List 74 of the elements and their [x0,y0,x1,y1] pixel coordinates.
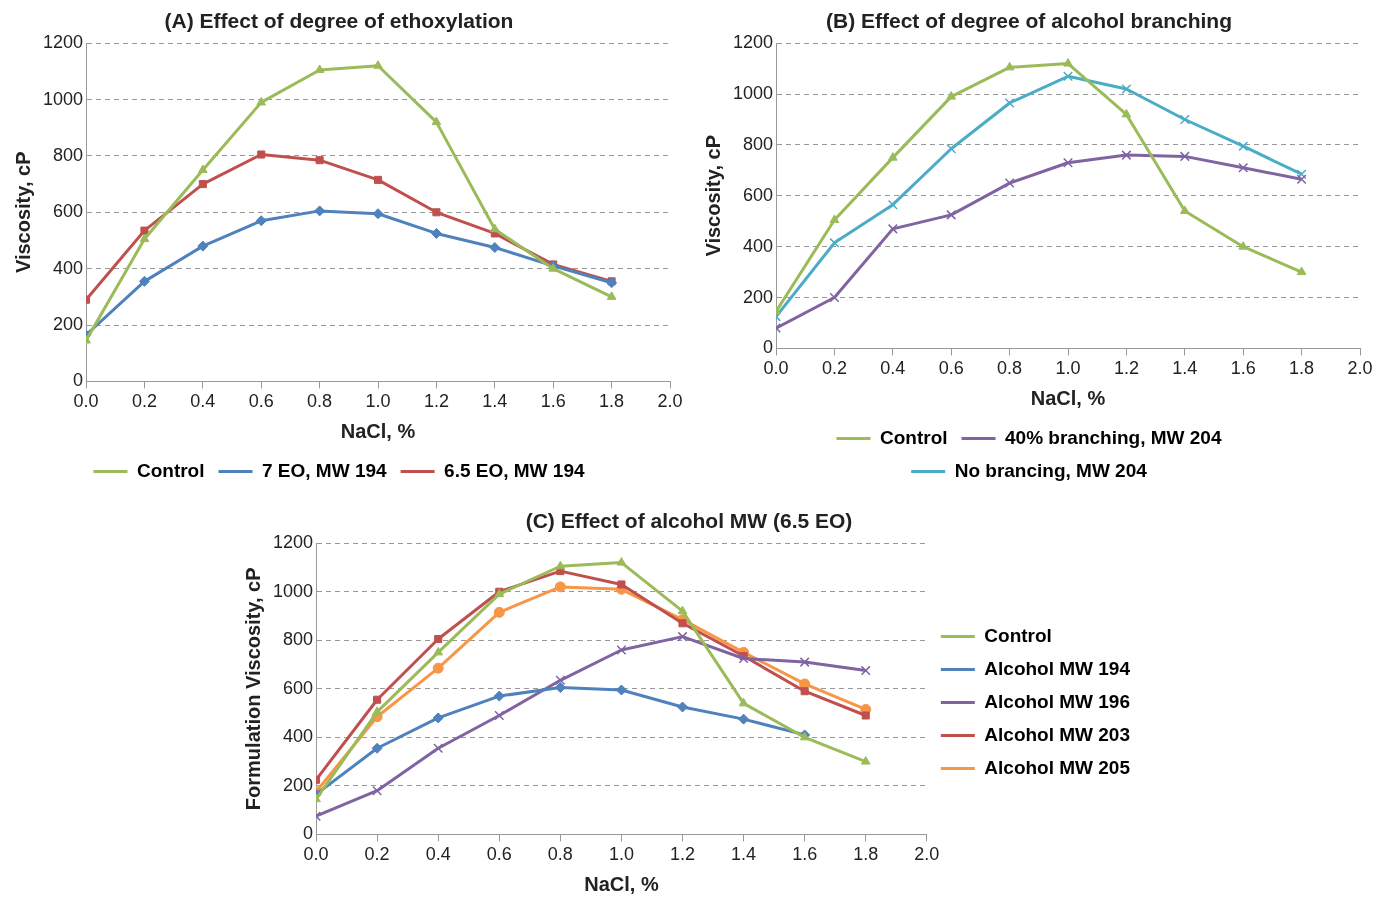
y-tick-label: 600 [743,184,774,205]
x-tick-label: 1.6 [1230,358,1256,379]
x-tick-label: 1.4 [731,844,757,865]
x-tick-label: 0.4 [425,844,451,865]
y-tick-label: 0 [763,337,774,358]
y-tick-label: 1200 [733,32,774,53]
legend-label: 7 EO, MW 194 [262,459,388,481]
x-tick-label: 0.0 [763,358,789,379]
y-axis-title: Viscosity, cP [701,135,724,257]
x-axis-title: NaCl, % [340,419,416,442]
y-tick-label: 1000 [273,580,314,601]
x-tick-label: 1.2 [1113,358,1139,379]
y-tick-label: 0 [73,370,84,391]
x-tick-label: 0.2 [364,844,390,865]
x-tick-label: 0.6 [486,844,512,865]
y-tick-label: 800 [743,133,774,154]
y-tick-label: 400 [283,726,314,747]
x-tick-label: 1.8 [853,844,879,865]
x-tick-label: 0.8 [547,844,573,865]
y-tick-label: 600 [53,201,84,222]
legend-label: Control [984,624,1052,646]
x-tick-label: 0.6 [938,358,964,379]
x-tick-label: 1.8 [599,391,625,412]
legend-label: Alcohol MW 194 [984,657,1131,679]
x-tick-label: 0.8 [997,358,1023,379]
x-axis-title: NaCl, % [1030,386,1106,409]
x-tick-label: 2.0 [1347,358,1373,379]
x-axis-title: NaCl, % [584,872,659,895]
legend-label: Alcohol MW 196 [984,690,1131,712]
legend-label: No brancing, MW 204 [954,459,1148,481]
x-tick-label: 1.4 [482,391,508,412]
x-tick-label: 1.4 [1172,358,1198,379]
x-tick-label: 0.4 [880,358,906,379]
x-tick-label: 0.6 [248,391,274,412]
legend-label: Alcohol MW 205 [984,756,1131,778]
legend-label: Control [880,426,948,448]
x-tick-label: 1.0 [365,391,391,412]
x-tick-label: 0.0 [303,844,329,865]
x-tick-label: 0.8 [307,391,333,412]
x-tick-label: 0.0 [73,391,99,412]
x-tick-label: 1.8 [1289,358,1315,379]
y-tick-label: 400 [743,235,774,256]
x-tick-label: 0.2 [131,391,157,412]
x-tick-label: 1.0 [608,844,634,865]
x-tick-label: 1.0 [1055,358,1081,379]
y-tick-label: 200 [743,286,774,307]
legend-label: 40% branching, MW 204 [1005,426,1222,448]
x-tick-label: 0.4 [190,391,216,412]
y-tick-label: 200 [283,774,314,795]
x-tick-label: 2.0 [657,391,683,412]
y-tick-label: 800 [283,629,314,650]
y-axis-title: Viscosity, cP [11,151,34,274]
x-tick-label: 1.6 [540,391,566,412]
y-tick-label: 200 [53,314,84,334]
x-tick-label: 0.2 [821,358,847,379]
y-tick-label: 400 [53,257,84,278]
y-tick-label: 1000 [733,83,774,104]
x-tick-label: 1.2 [669,844,696,865]
y-tick-label: 1000 [43,88,84,109]
x-tick-label: 1.6 [792,844,818,865]
legend-label: Alcohol MW 203 [984,723,1131,745]
x-tick-label: 1.2 [423,391,449,412]
legend-label: Control [136,459,205,481]
chart-title: (A) Effect of degree of ethoxylation [164,9,514,33]
y-axis-title: Formulation Viscosity, cP [241,567,264,811]
y-tick-label: 1200 [43,32,84,53]
x-tick-label: 2.0 [914,844,940,865]
y-tick-label: 0 [303,823,314,844]
y-tick-label: 1200 [273,532,314,553]
chart-title: (C) Effect of alcohol MW (6.5 EO) [525,509,853,533]
chart-title: (B) Effect of degree of alcohol branching [825,9,1233,33]
y-tick-label: 600 [283,677,314,698]
legend-label: 6.5 EO, MW 194 [444,459,585,481]
y-tick-label: 800 [53,144,84,165]
